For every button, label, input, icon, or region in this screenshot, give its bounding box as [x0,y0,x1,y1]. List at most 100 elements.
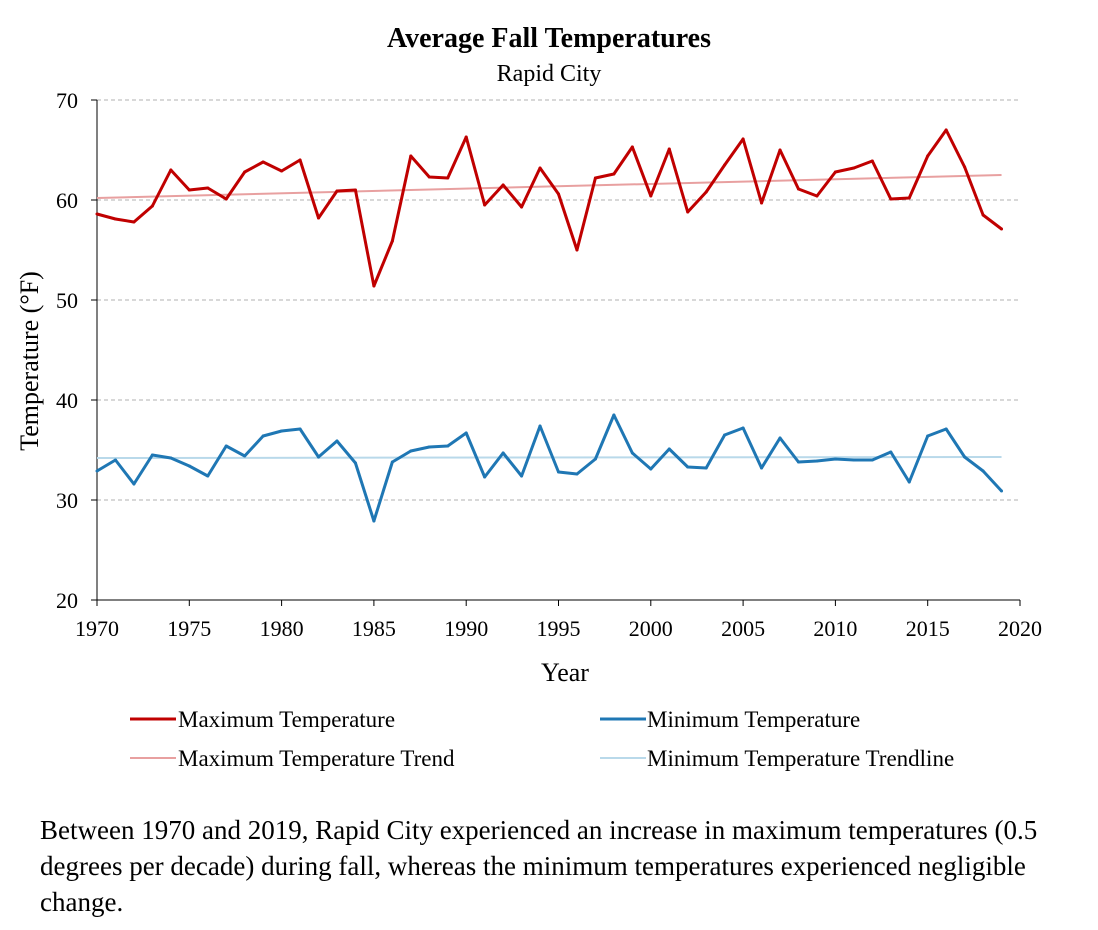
data-point [926,154,930,158]
data-point [557,470,560,474]
data-point [870,458,874,462]
chart-caption: Between 1970 and 2019, Rapid City experi… [40,815,1038,917]
data-point [390,460,394,464]
data-point [686,465,690,469]
data-point [889,197,893,201]
data-point [520,205,524,209]
data-point [907,196,911,200]
data-point [796,460,800,464]
data-point [464,431,468,435]
y-tick-labels: 20 30 40 50 60 70 [56,88,97,613]
data-point [501,183,505,187]
data-point [501,451,505,455]
data-point [113,217,117,221]
data-point [409,449,413,453]
data-point [575,472,579,476]
x-tick-label: 2020 [998,616,1042,641]
data-point [224,444,228,448]
data-point [280,429,284,433]
x-tick-label: 1985 [352,616,396,641]
data-point [852,166,856,170]
axes [96,100,1020,601]
data-point [206,186,210,190]
data-point [335,189,339,193]
data-point [483,475,487,479]
data-point [187,464,191,468]
y-tick-label: 40 [56,388,78,413]
data-point [852,458,856,462]
x-tick-label: 2015 [906,616,950,641]
gridlines [97,99,1020,501]
chart-title: Average Fall Temperatures [387,23,711,54]
data-point [704,466,708,470]
data-point [298,158,302,162]
data-point [280,169,284,173]
data-point [1000,227,1004,231]
data-point [243,454,247,458]
data-point [963,455,967,459]
data-point [981,469,985,473]
x-axis-title: Year [541,658,589,687]
data-point [796,187,800,191]
data-point [630,145,634,149]
data-point [113,458,117,462]
x-tick-label: 2005 [721,616,765,641]
legend-item-min-trend: Minimum Temperature Trendline [600,746,954,771]
data-point [723,163,727,167]
data-point [261,434,265,438]
data-point [870,159,874,163]
data-point [815,194,819,198]
data-point [833,457,837,461]
series-points-1 [95,413,1004,523]
data-point [520,474,524,478]
data-point [372,519,376,523]
data-point [612,413,616,417]
data-point [427,175,431,179]
legend-item-max-trend: Maximum Temperature Trend [130,746,455,771]
data-point [612,172,616,176]
data-point [723,433,727,437]
legend-label-max-trend: Maximum Temperature Trend [178,746,455,771]
data-point [833,170,837,174]
data-point [335,439,339,443]
x-tick-label: 1970 [75,616,119,641]
x-tick-label: 2000 [629,616,673,641]
data-point [243,170,247,174]
data-point [815,459,819,463]
x-tick-label: 1990 [444,616,488,641]
data-point [649,467,653,471]
data-point [593,457,597,461]
data-point [446,176,450,180]
y-tick-label: 30 [56,488,78,513]
data-point [317,455,321,459]
legend-label-max: Maximum Temperature [178,707,395,732]
y-tick-label: 70 [56,88,78,113]
data-point [557,192,560,196]
x-tick-label: 1980 [260,616,304,641]
chart-subtitle: Rapid City [497,61,602,87]
data-point [704,190,708,194]
y-tick-label: 20 [56,588,78,613]
trend-line-2 [96,174,1002,199]
data-point [372,284,376,288]
data-point [741,137,745,141]
data-point [667,447,671,451]
data-point [686,210,690,214]
data-point [317,216,321,220]
data-point [224,197,228,201]
data-point [963,165,967,169]
data-point [390,239,394,243]
data-point [353,461,357,465]
data-point [1000,489,1004,493]
line-chart: Average Fall Temperatures Rapid City 20 3… [15,23,1042,771]
data-point [778,436,782,440]
legend-label-min: Minimum Temperature [647,707,860,732]
y-axis-title: Temperature (°F) [15,271,44,451]
data-point [150,453,154,457]
y-tick-label: 60 [56,188,78,213]
data-point [298,427,302,431]
data-point [206,474,210,478]
data-point [760,201,764,205]
data-point [446,444,450,448]
data-point [944,128,948,132]
